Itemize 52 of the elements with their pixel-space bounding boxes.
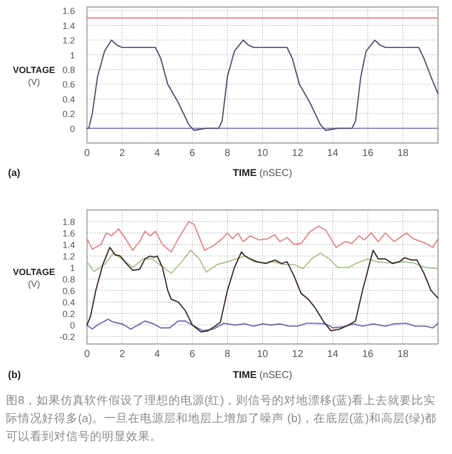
y-tick-label: 0.4 [62, 94, 75, 104]
y-tick-label: 1.4 [62, 20, 75, 31]
y-tick-label: 0 [70, 124, 75, 134]
y-tick-label: 0.2 [62, 309, 75, 320]
x-tick-label: 4 [154, 349, 160, 360]
y-tick-label: 1.6 [62, 6, 75, 16]
y-tick-label: 0.8 [62, 274, 75, 285]
y-tick-label: 1.6 [62, 228, 75, 239]
x-tick-label: 2 [119, 349, 126, 360]
x-tick-label: 4 [154, 148, 160, 159]
x-tick-label: 14 [327, 349, 339, 360]
text: (a) [8, 168, 20, 179]
y-tick-label: 0.6 [62, 286, 75, 296]
x-tick-label: 0 [84, 148, 90, 159]
y-tick-label: 1.2 [62, 252, 75, 262]
y-tick-label: 0.6 [62, 80, 75, 90]
y-tick-label: 1 [70, 263, 75, 274]
line-series [86, 39, 439, 132]
y-tick-label: 1 [70, 50, 75, 60]
caption: 图8，如果仿真软件假设了理想的电源(红)，则信号的对地漂移(蓝)看上去就要比实际情况好得多(a)。一旦在电源层和地层上增加了噪声 (b)，在底层(蓝)和高层(绿)都可以看到对信号的明显效果。 [6, 393, 438, 445]
y-tick-label: 0.2 [62, 109, 75, 120]
y-tick-label: 0 [70, 320, 75, 331]
x-tick-label: 16 [362, 148, 374, 159]
x-tick-label: 6 [190, 148, 196, 159]
y-tick-label: 0.8 [62, 64, 75, 75]
x-tick-label: 0 [84, 349, 90, 360]
y-tick-label: -0.2 [59, 332, 75, 342]
x-tick-label: 8 [224, 148, 231, 159]
y-tick-label: 1.4 [62, 240, 75, 250]
line-series [86, 318, 439, 332]
line-series [86, 220, 439, 253]
line-series [86, 250, 439, 274]
x-tick-label: 12 [292, 349, 304, 360]
y-tick-label: 1.8 [62, 217, 75, 227]
x-tick-label: 10 [256, 349, 268, 360]
y-tick-label: 0.4 [62, 298, 75, 308]
x-tick-label: 10 [256, 148, 268, 159]
y-tick-label: 1.2 [62, 36, 75, 46]
x-tick-label: 6 [190, 349, 196, 360]
x-tick-label: 2 [119, 148, 126, 159]
x-tick-label: 18 [397, 349, 409, 360]
x-tick-label: 18 [397, 148, 409, 159]
y-axis-title: VOLTAGE (V) [12, 267, 56, 289]
x-tick-label: 8 [224, 349, 231, 360]
x-tick-label: 14 [327, 148, 339, 159]
line-series [86, 246, 439, 333]
x-tick-label: 16 [362, 349, 374, 360]
x-tick-label: 12 [292, 148, 304, 159]
x-axis-title: TIME (nSEC) [232, 370, 292, 381]
text: (b) [8, 370, 21, 381]
x-axis-title: TIME (nSEC) [232, 168, 292, 179]
y-axis-title: VOLTAGE (V) [12, 65, 56, 87]
